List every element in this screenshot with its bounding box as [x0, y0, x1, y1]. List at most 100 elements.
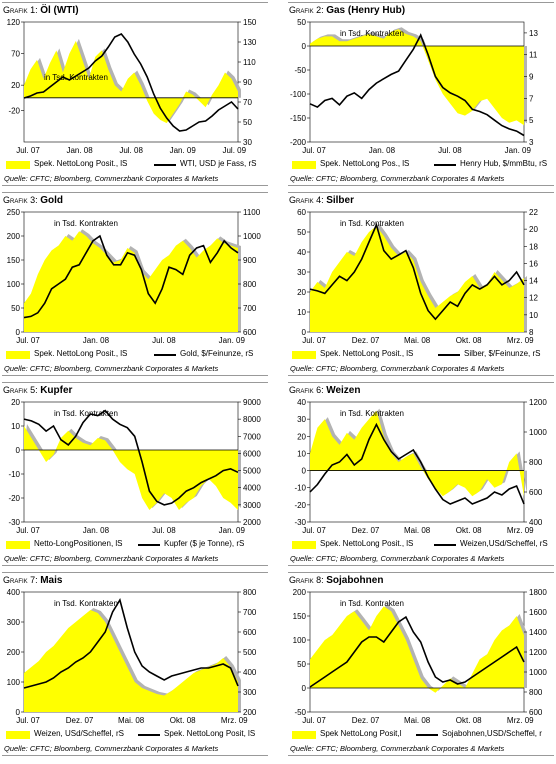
series-line	[23, 597, 239, 689]
right-tick-label: 13	[529, 29, 538, 38]
left-tick-label: -20	[8, 494, 20, 503]
legend-fill-label: Spek. NettoLong Posit., lS	[320, 539, 414, 548]
right-tick-label: 1000	[529, 428, 547, 437]
left-tick-label: 40	[297, 398, 306, 407]
right-tick-label: 18	[529, 242, 538, 251]
legend-fill-swatch	[6, 541, 30, 549]
chart-title: Grafik 8: Sojabohnen	[289, 575, 384, 586]
right-tick-label: 600	[529, 708, 543, 717]
left-tick-label: 20	[11, 398, 20, 407]
left-tick-label: -50	[294, 66, 306, 75]
left-tick-label: 200	[7, 648, 21, 657]
legend: Spek NettoLong Posit,l Sojabohnen,USD/Sc…	[292, 729, 552, 741]
x-tick-label: Mai. 08	[118, 716, 145, 725]
right-tick-label: 50	[243, 118, 252, 127]
right-tick-label: 1200	[529, 398, 547, 407]
x-tick-label: Jul. 07	[302, 146, 326, 155]
right-tick-label: 1800	[529, 588, 547, 597]
top-rule	[288, 382, 554, 383]
x-tick-label: Mrz. 09	[507, 716, 534, 725]
left-tick-label: 0	[16, 446, 21, 455]
legend-fill-swatch	[292, 351, 316, 359]
left-tick-label: 70	[11, 50, 20, 59]
bottom-rule	[2, 185, 268, 186]
right-tick-label: 700	[243, 304, 257, 313]
series-line	[309, 615, 525, 688]
series-line	[309, 422, 525, 505]
right-tick-label: 400	[529, 518, 543, 527]
right-tick-label: 1000	[529, 668, 547, 677]
legend: Spek. NettoLong Posit., lS Weizen,USd/Sc…	[292, 539, 552, 551]
legend-line-swatch	[438, 354, 460, 356]
chart-panel-2: Grafik 2: Gas (Henry Hub) -200 -150 -100 -5…	[288, 2, 554, 190]
chart-panel-4: Grafik 4: Silber 0 10 20 30 40 50 60 8 10 12 14 16 1…	[288, 192, 554, 380]
left-tick-label: 30	[297, 268, 306, 277]
x-tick-label: Okt. 08	[456, 716, 482, 725]
legend: Spek. NettoLong Posit., lS Silber, $/Fei…	[292, 349, 552, 361]
chart-svg: 0 50 100 150 200 250 600 700 800 900 1000 1100 Jul. …	[7, 208, 262, 345]
left-tick-label: -20	[294, 501, 306, 510]
bottom-rule	[2, 755, 268, 756]
legend-line-label: Gold, $/Feinunze, rS	[180, 349, 254, 358]
legend-fill-swatch	[6, 731, 30, 739]
top-rule	[2, 382, 268, 383]
legend-line-swatch	[434, 164, 456, 166]
bottom-rule	[288, 755, 554, 756]
chart-panel-1: Grafik 1: Öl (WTI) -20 20 70 120 30 50 70 90 110…	[2, 2, 268, 190]
right-tick-label: 800	[243, 280, 257, 289]
legend-line-label: Weizen,USd/Scheffel, rS	[460, 539, 548, 548]
annotation-label: in Tsd. Kontrakten	[340, 29, 404, 38]
chart-panel-7: Grafik 7: Mais 0 100 200 300 400 200 300 400 500…	[2, 572, 268, 760]
x-tick-label: Jul. 08	[438, 146, 462, 155]
right-tick-label: 7000	[243, 432, 261, 441]
legend-line-label: Henry Hub, $/mmBtu, rS	[460, 159, 548, 168]
x-tick-label: Jan. 08	[369, 146, 396, 155]
left-tick-label: 0	[16, 708, 21, 717]
series-area	[310, 606, 524, 693]
legend-line-swatch	[154, 354, 176, 356]
right-tick-label: 800	[243, 588, 257, 597]
chart-svg: -20 20 70 120 30 50 70 90 110 130 150 Jul. 07 Jan. 0…	[7, 18, 257, 155]
left-tick-label: 50	[297, 660, 306, 669]
source-note: Quelle: CFTC; Bloomberg, Commerzbank Cor…	[290, 364, 505, 373]
left-tick-label: 10	[297, 308, 306, 317]
annotation-label: in Tsd. Kontrakten	[340, 599, 404, 608]
chart-panel-6: Grafik 6: Weizen -30 -20 -10 0 10 20 30 40 400 60…	[288, 382, 554, 570]
right-tick-label: 900	[243, 256, 257, 265]
left-tick-label: 0	[302, 42, 307, 51]
x-tick-label: Okt. 08	[456, 336, 482, 345]
left-tick-label: -10	[8, 470, 20, 479]
right-tick-label: 600	[529, 488, 543, 497]
left-tick-label: -30	[294, 518, 306, 527]
legend: Spek. NettoLong Posit., lS Gold, $/Feinu…	[6, 349, 266, 361]
right-tick-label: 3000	[243, 501, 261, 510]
x-tick-label: Jul. 07	[302, 336, 326, 345]
left-tick-label: 50	[11, 304, 20, 313]
legend-fill-label: Weizen, USd/Scheffel, rS	[34, 729, 124, 738]
x-tick-label: Jul. 07	[16, 336, 40, 345]
legend-fill-swatch	[292, 541, 316, 549]
right-tick-label: 7	[529, 94, 534, 103]
legend-line-swatch	[138, 544, 160, 546]
x-tick-label: Mrz. 09	[507, 526, 534, 535]
right-tick-label: 1400	[529, 628, 547, 637]
left-tick-label: 20	[297, 432, 306, 441]
series-area	[310, 29, 524, 126]
legend: Weizen, USd/Scheffel, rS Spek. NettoLong…	[6, 729, 266, 741]
chart-title: Grafik 1: Öl (WTI)	[3, 5, 79, 16]
right-tick-label: 70	[243, 98, 252, 107]
series-area	[24, 231, 238, 332]
source-note: Quelle: CFTC; Bloomberg, Commerzbank Cor…	[290, 744, 505, 753]
series-line	[23, 409, 239, 506]
left-tick-label: 60	[297, 208, 306, 217]
x-tick-label: Jul. 07	[16, 716, 40, 725]
source-note: Quelle: CFTC; Bloomberg, Commerzbank Cor…	[4, 364, 219, 373]
right-tick-label: 22	[529, 208, 538, 217]
x-tick-label: Dez. 07	[352, 526, 380, 535]
x-tick-label: Jul. 08	[152, 526, 176, 535]
legend-fill-label: Spek. NettoLong Posit., lS	[34, 349, 128, 358]
legend-line-swatch	[154, 164, 176, 166]
annotation-label: in Tsd. Kontrakten	[340, 409, 404, 418]
right-tick-label: 1100	[243, 208, 261, 217]
legend-line-label: Spek. NettoLong Posit, lS	[164, 729, 256, 738]
